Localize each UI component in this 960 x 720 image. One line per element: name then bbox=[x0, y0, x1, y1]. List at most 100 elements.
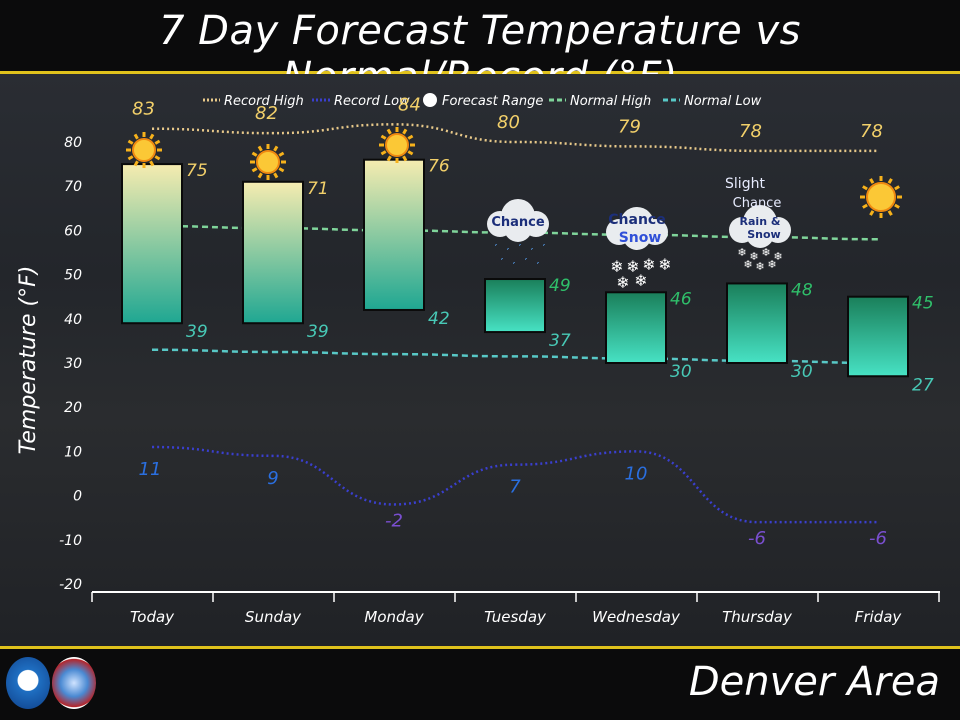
x-tick-label: Sunday bbox=[245, 608, 302, 626]
sun-ray bbox=[257, 172, 263, 179]
sun-ray bbox=[894, 185, 900, 191]
footer-bar: Denver Area bbox=[0, 646, 960, 720]
sun-ray bbox=[127, 139, 134, 145]
sun-disc bbox=[132, 138, 156, 162]
sun-icon bbox=[126, 132, 162, 168]
rain-drop: ′ bbox=[531, 246, 534, 259]
y-tick-label: 10 bbox=[64, 444, 82, 460]
record-low-line bbox=[151, 445, 878, 524]
record-high-label: 82 bbox=[255, 103, 278, 124]
x-tick-label: Friday bbox=[855, 608, 903, 626]
snowflake-glyph: ❄ bbox=[610, 257, 623, 276]
weather-label: Slight bbox=[725, 176, 765, 192]
weather-label: Chance bbox=[733, 196, 782, 211]
y-tick-label: 60 bbox=[64, 223, 82, 239]
snowflake-glyph: ❄ bbox=[737, 246, 746, 259]
weather-label: Snow bbox=[619, 230, 662, 246]
rain-drop: ′ bbox=[513, 260, 516, 273]
sun-ray bbox=[380, 150, 387, 156]
forecast-low-label: 39 bbox=[307, 322, 329, 342]
sun-ray bbox=[149, 133, 155, 140]
snowflake-glyph: ❄ bbox=[749, 250, 758, 263]
cloud-puff bbox=[623, 222, 651, 250]
snowflake-glyph: ❄ bbox=[743, 258, 752, 271]
chart-area: Record High Record Low Forecast Range Norma… bbox=[0, 74, 960, 646]
record-high-label: 83 bbox=[132, 99, 155, 120]
forecast-high-label: 71 bbox=[307, 179, 329, 199]
rain-drop: ′ bbox=[519, 242, 522, 255]
forecast-high-label: 75 bbox=[186, 161, 208, 181]
record-high-label: 78 bbox=[860, 121, 883, 142]
sun-ray bbox=[407, 134, 414, 140]
forecast-low-label: 30 bbox=[791, 362, 813, 382]
title-bar: 7 Day Forecast Temperature vs Normal/Rec… bbox=[0, 0, 960, 100]
sun-ray bbox=[386, 128, 392, 135]
snowflake-glyph: ❄ bbox=[755, 260, 764, 273]
snowflake-glyph: ❄ bbox=[634, 271, 647, 290]
forecast-low-label: 27 bbox=[912, 375, 934, 395]
y-tick-label: -10 bbox=[59, 533, 82, 549]
snowflake-glyph: ❄ bbox=[773, 250, 782, 263]
sun-icon bbox=[250, 144, 286, 180]
sun-disc bbox=[256, 150, 280, 174]
rain-drop: ′ bbox=[501, 256, 504, 269]
forecast-range-bar bbox=[484, 278, 546, 334]
y-tick-label: 70 bbox=[64, 179, 82, 195]
y-tick-label: 30 bbox=[64, 356, 82, 372]
sun-icon bbox=[860, 176, 902, 218]
snow-cloud-icon bbox=[606, 207, 668, 250]
sun-ray bbox=[273, 172, 279, 179]
record-low-label: -6 bbox=[869, 528, 887, 549]
forecast-low-label: 37 bbox=[549, 331, 571, 351]
snowflake-glyph: ❄ bbox=[658, 255, 671, 274]
rain-cloud-icon bbox=[487, 199, 549, 242]
legend-record-high-label: Record High bbox=[224, 94, 304, 109]
forecast-range-bar bbox=[726, 282, 788, 364]
record-high-label: 78 bbox=[739, 121, 762, 142]
sun-ray bbox=[154, 155, 161, 161]
sun-ray bbox=[273, 145, 279, 152]
cloud-puff bbox=[504, 214, 532, 242]
record-low-label: 11 bbox=[139, 459, 162, 480]
x-tick-label: Today bbox=[130, 608, 175, 626]
record-high-label: 80 bbox=[497, 112, 520, 133]
y-tick-label: 0 bbox=[73, 489, 82, 505]
rain-drop: ′ bbox=[537, 260, 540, 273]
forecast-range-bar bbox=[121, 163, 183, 325]
x-tick-label: Wednesday bbox=[592, 608, 681, 626]
snowflake-glyph: ❄ bbox=[761, 246, 770, 259]
sun-ray bbox=[380, 134, 387, 140]
rain-drop: ′ bbox=[543, 242, 546, 255]
sun-ray bbox=[402, 155, 408, 162]
sun-ray bbox=[154, 139, 161, 145]
forecast-low-label: 42 bbox=[428, 309, 450, 329]
sun-ray bbox=[887, 210, 893, 216]
weather-label: Chance bbox=[608, 212, 665, 228]
rain-drop: ′ bbox=[525, 256, 528, 269]
sun-ray bbox=[133, 133, 139, 140]
sun-ray bbox=[386, 155, 392, 162]
snowflake-glyph: ❄ bbox=[626, 257, 639, 276]
y-tick-label: 20 bbox=[64, 400, 82, 416]
sun-ray bbox=[257, 145, 263, 152]
sun-disc bbox=[385, 133, 409, 157]
x-tick-label: Tuesday bbox=[484, 608, 547, 626]
forecast-range-bar bbox=[363, 158, 425, 311]
sun-ray bbox=[127, 155, 134, 161]
record-low-label: -6 bbox=[748, 528, 766, 549]
y-tick-label: -20 bbox=[59, 577, 82, 593]
sun-ray bbox=[402, 128, 408, 135]
record-low-label: -2 bbox=[385, 510, 403, 531]
legend-normal-low-label: Normal Low bbox=[684, 94, 762, 109]
legend-forecast-range-label: Forecast Range bbox=[442, 94, 543, 109]
snowflake-glyph: ❄ bbox=[767, 258, 776, 271]
sun-ray bbox=[278, 167, 285, 173]
noaa-logo-icon bbox=[6, 657, 50, 709]
sun-ray bbox=[133, 160, 139, 167]
weather-label: Snow bbox=[747, 228, 780, 241]
rain-snow-cloud-icon bbox=[729, 205, 791, 248]
rain-drop: ′ bbox=[495, 242, 498, 255]
sun-ray bbox=[887, 178, 893, 184]
forecast-range-bar bbox=[242, 180, 304, 325]
forecast-low-label: 39 bbox=[186, 322, 208, 342]
